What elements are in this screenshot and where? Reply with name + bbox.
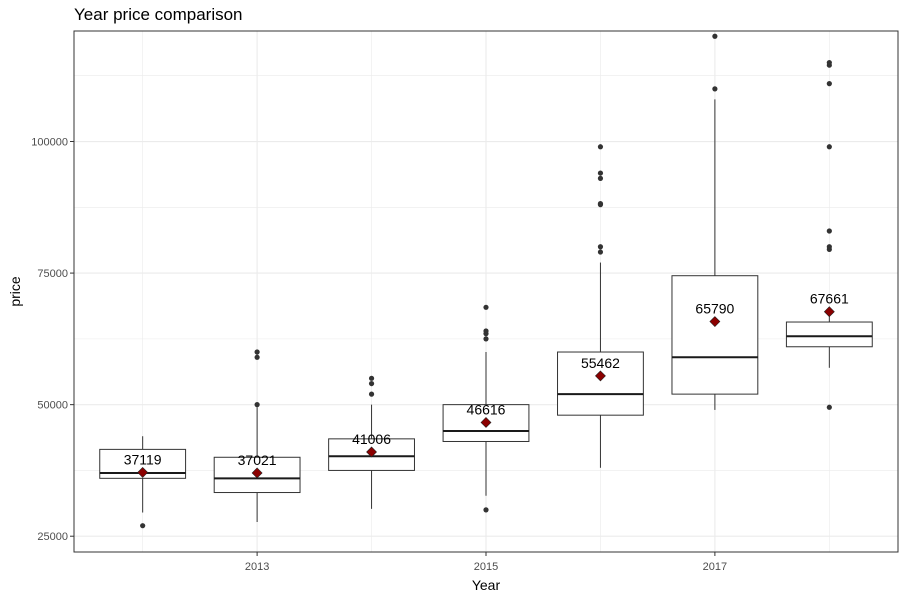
outlier-point: [826, 244, 832, 250]
box-2016: 55462: [557, 144, 644, 468]
x-tick-label: 2013: [245, 561, 269, 573]
x-tick-label: 2017: [703, 561, 727, 573]
box-2017: 65790: [671, 33, 759, 410]
x-tick-label: 2015: [474, 561, 498, 573]
box-2015: 46616: [442, 304, 530, 513]
outlier-point: [140, 523, 146, 529]
outlier-point: [368, 380, 375, 387]
y-tick-label: 50000: [37, 400, 68, 412]
y-axis: 25000 50000 75000 100000: [31, 137, 74, 543]
mean-value-label: 41006: [352, 431, 391, 447]
outlier-point: [483, 304, 489, 310]
outlier-point: [597, 175, 604, 181]
y-tick-label: 100000: [31, 137, 68, 149]
outlier-point: [254, 402, 260, 408]
mean-value-label: 67661: [810, 291, 849, 307]
outlier-point: [597, 244, 604, 250]
outlier-point: [826, 404, 832, 410]
outlier-point: [826, 81, 832, 87]
outlier-point: [368, 391, 375, 397]
outlier-point: [483, 336, 489, 342]
outlier-point: [712, 86, 718, 92]
y-tick-label: 75000: [37, 268, 68, 280]
box-2012: 37119: [99, 436, 187, 529]
mean-value-label: 37021: [238, 452, 277, 468]
mean-marker: [251, 467, 263, 479]
outlier-point: [483, 507, 489, 513]
outlier-point: [597, 144, 604, 150]
mean-value-label: 65790: [695, 301, 734, 317]
mean-value-label: 37119: [124, 451, 162, 467]
box-series: 37119 37021 41006 46616 55462 65790 67661: [99, 33, 873, 529]
box-body: [785, 321, 873, 348]
outlier-point: [712, 33, 718, 39]
outlier-point: [368, 375, 375, 381]
outlier-point: [826, 228, 832, 234]
outlier-point: [826, 59, 832, 66]
mean-marker: [366, 446, 377, 458]
outlier-point: [597, 170, 604, 176]
y-tick-label: 25000: [37, 531, 68, 543]
box-body: [671, 275, 759, 395]
outlier-point: [254, 354, 260, 360]
outlier-point: [597, 201, 604, 207]
x-axis: 2013 2015 2017: [245, 552, 727, 573]
mean-marker: [595, 370, 606, 382]
outlier-point: [254, 349, 260, 355]
box-body: [557, 351, 644, 416]
mean-value-label: 46616: [467, 401, 506, 417]
outlier-point: [826, 144, 832, 150]
mean-marker: [480, 417, 492, 428]
x-axis-title: Year: [472, 577, 501, 593]
mean-marker: [823, 306, 835, 318]
box-2014: 41006: [328, 375, 415, 509]
chart-title: Year price comparison: [74, 5, 243, 24]
y-axis-title: price: [7, 276, 23, 307]
box-body: [328, 438, 415, 471]
box-2013: 37021: [213, 349, 301, 523]
outlier-point: [483, 328, 489, 334]
outlier-point: [597, 249, 604, 255]
mean-marker: [137, 467, 149, 478]
mean-marker: [709, 316, 721, 327]
box-2018: 67661: [785, 59, 873, 410]
mean-value-label: 55462: [581, 355, 620, 371]
